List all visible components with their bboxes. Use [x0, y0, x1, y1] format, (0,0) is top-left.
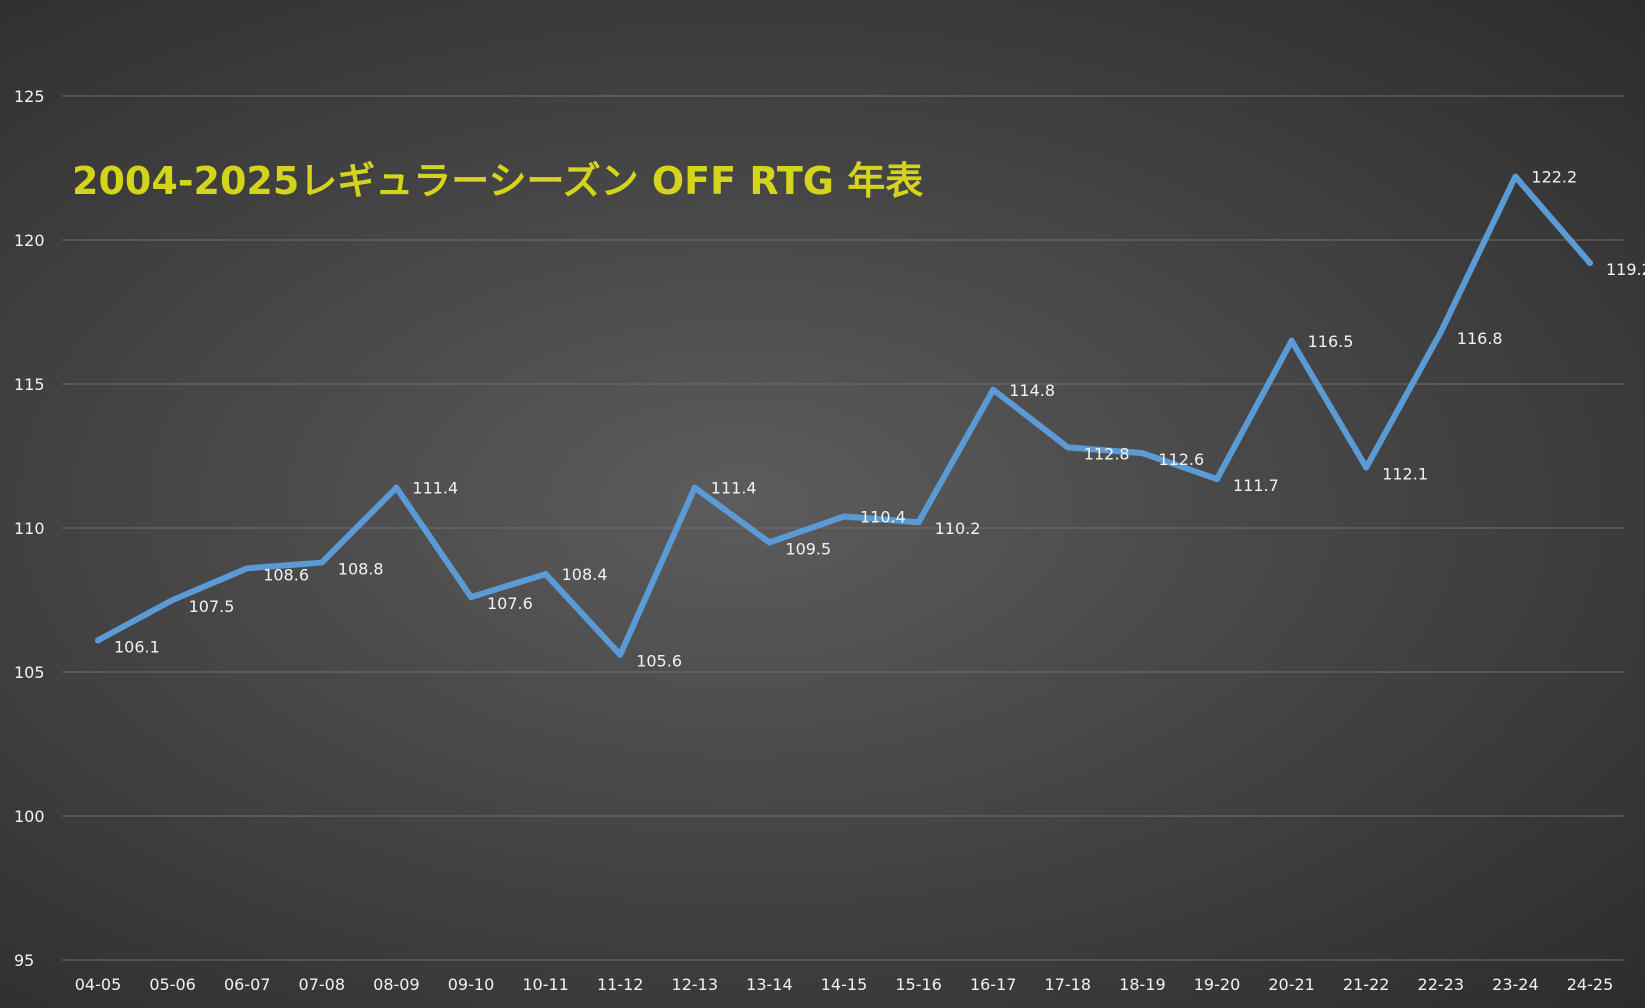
data-point — [1214, 476, 1220, 483]
data-labels: 106.1 107.5 108.6 108.8 111.4 107.6 108.4 105.6… — [114, 168, 1645, 671]
data-point — [95, 637, 101, 644]
x-tick-label: 05-06 — [149, 975, 196, 994]
data-point — [1437, 329, 1444, 336]
data-label: 110.4 — [860, 507, 906, 526]
data-label: 105.6 — [636, 652, 682, 671]
data-point — [915, 519, 922, 526]
data-label: 112.8 — [1084, 444, 1130, 463]
x-tick-label: 18-19 — [1119, 975, 1166, 994]
x-tick-label: 20-21 — [1268, 975, 1315, 994]
data-point — [169, 597, 176, 603]
data-point — [244, 565, 251, 572]
y-tick-label: 120 — [14, 231, 45, 250]
y-tick-label: 95 — [14, 951, 34, 970]
x-tick-label: 11-12 — [597, 975, 644, 994]
x-tick-label: 15-16 — [895, 975, 942, 994]
data-label: 112.6 — [1158, 450, 1204, 469]
x-tick-label: 17-18 — [1045, 975, 1092, 994]
data-label: 116.5 — [1308, 332, 1354, 351]
x-tick-label: 21-22 — [1343, 975, 1390, 994]
y-tick-label: 115 — [14, 375, 45, 394]
data-point — [990, 386, 997, 393]
data-label: 108.4 — [562, 565, 608, 584]
data-label: 122.2 — [1531, 168, 1577, 187]
data-point — [1064, 444, 1071, 451]
x-tick-label: 07-08 — [299, 975, 346, 994]
x-tick-label: 24-25 — [1567, 975, 1614, 994]
data-point — [1139, 450, 1146, 457]
data-point — [468, 594, 474, 601]
data-point — [766, 539, 773, 546]
x-tick-label: 04-05 — [75, 975, 122, 994]
chart-title: 2004-2025レギュラーシーズン OFF RTG 年表 — [72, 159, 924, 203]
x-tick-label: 10-11 — [522, 975, 569, 994]
y-tick-label: 110 — [14, 519, 45, 538]
series-group — [95, 173, 1593, 658]
x-tick-label: 06-07 — [224, 975, 271, 994]
x-tick-label: 08-09 — [373, 975, 420, 994]
data-label: 111.4 — [711, 479, 757, 498]
x-tick-label: 14-15 — [821, 975, 868, 994]
x-tick-label: 19-20 — [1194, 975, 1241, 994]
series-line — [95, 173, 1593, 658]
data-point — [617, 651, 624, 658]
x-tick-label: 16-17 — [970, 975, 1017, 994]
data-label: 107.6 — [487, 594, 533, 613]
data-label: 110.2 — [935, 519, 981, 538]
x-tick-label: 23-24 — [1492, 975, 1539, 994]
data-label: 119.2 — [1606, 260, 1645, 279]
data-point — [691, 484, 698, 491]
x-tick-label: 12-13 — [672, 975, 719, 994]
gridlines — [62, 95, 1625, 961]
data-point — [1587, 260, 1593, 267]
data-label: 111.7 — [1233, 476, 1279, 495]
data-label: 108.8 — [338, 560, 384, 579]
x-axis-ticks: 04-05 05-06 06-07 07-08 08-09 09-10 10-11 11-12… — [75, 975, 1614, 994]
data-label: 108.6 — [263, 565, 309, 584]
data-label: 106.1 — [114, 637, 160, 656]
data-label: 109.5 — [785, 539, 831, 558]
data-point — [841, 513, 847, 520]
data-point — [393, 484, 400, 491]
y-axis-ticks: 95 100 105 110 115 120 125 — [14, 87, 45, 970]
data-point — [1288, 337, 1295, 344]
data-point — [1363, 464, 1370, 471]
x-tick-label: 13-14 — [746, 975, 793, 994]
data-point — [542, 571, 549, 578]
data-point — [318, 559, 325, 566]
x-tick-label: 09-10 — [448, 975, 495, 994]
data-label: 107.5 — [189, 597, 235, 616]
data-label: 111.4 — [412, 479, 458, 498]
data-point — [1512, 173, 1519, 180]
x-tick-label: 22-23 — [1418, 975, 1465, 994]
data-label: 112.1 — [1382, 465, 1428, 484]
data-label: 114.8 — [1009, 381, 1055, 400]
data-label: 116.8 — [1457, 329, 1503, 348]
y-tick-label: 125 — [14, 87, 45, 106]
y-tick-label: 105 — [14, 663, 45, 682]
y-tick-label: 100 — [14, 807, 45, 826]
